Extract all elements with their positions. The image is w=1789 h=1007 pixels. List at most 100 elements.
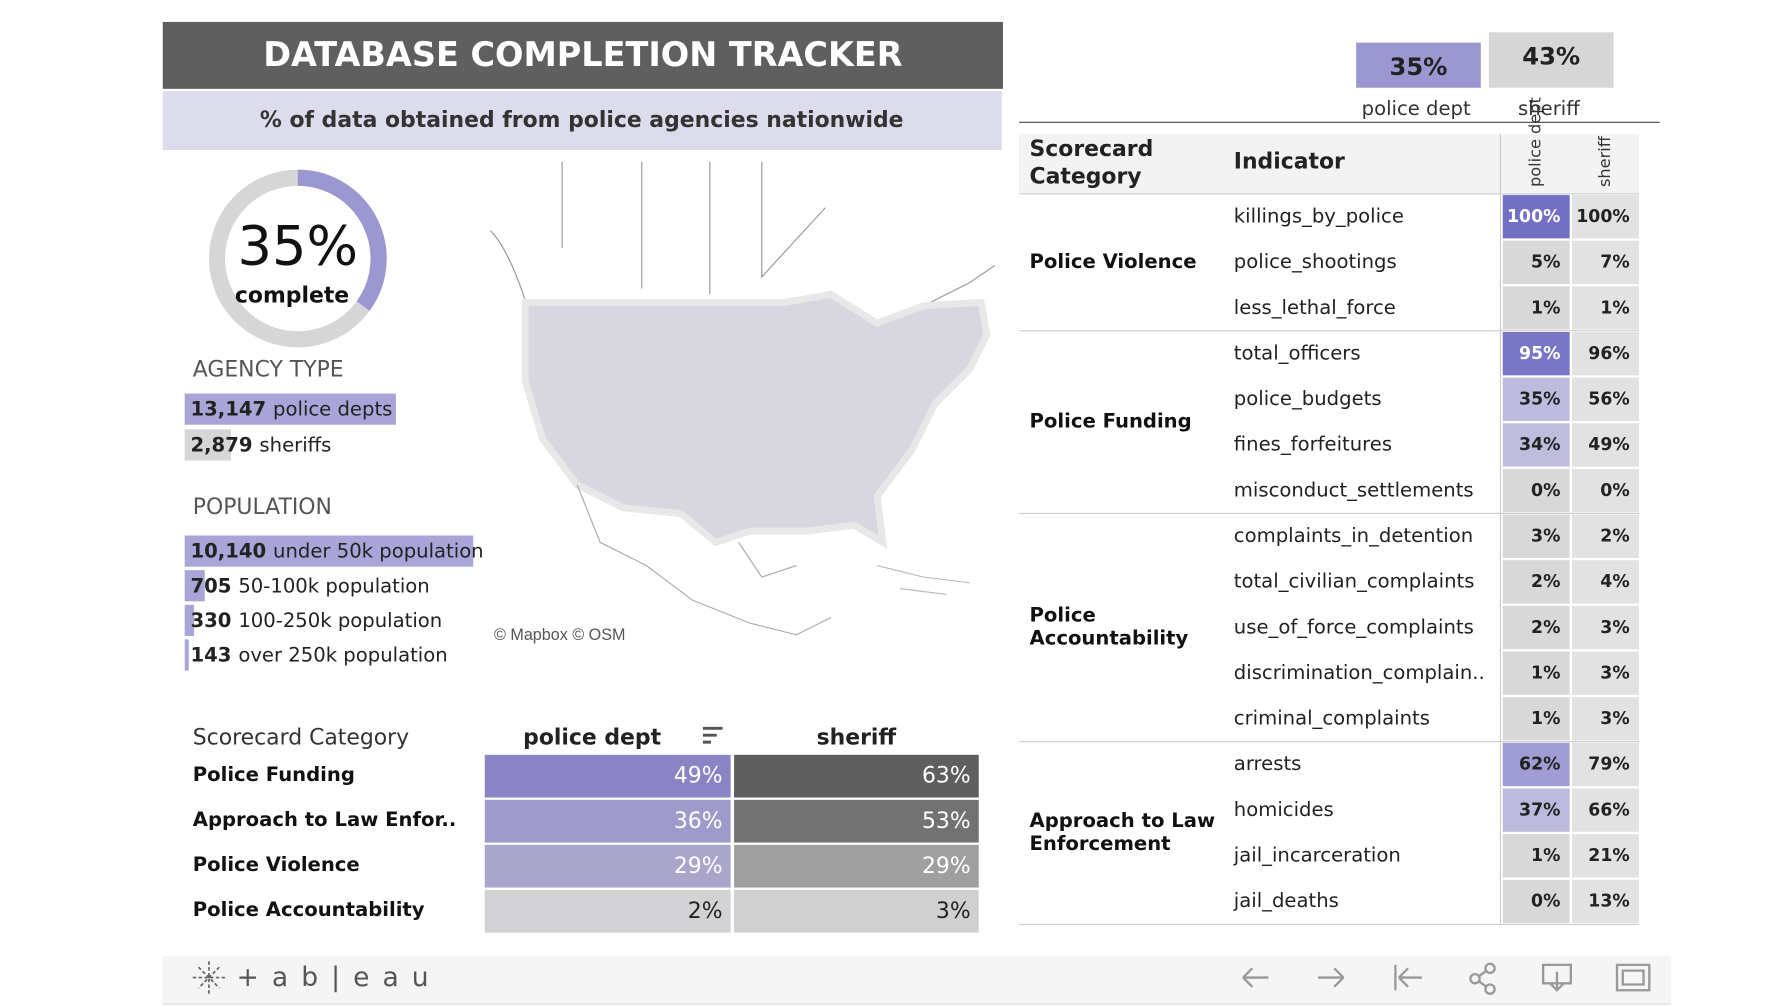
fullscreen-button[interactable]	[1615, 963, 1651, 992]
cell-value: 79%	[1588, 755, 1629, 775]
summary-value: 35%	[1389, 53, 1447, 81]
summary-bar	[1356, 42, 1481, 88]
cell-value: 34%	[1519, 435, 1560, 455]
heat-cell	[1502, 286, 1570, 330]
cell-value: 3%	[1531, 527, 1560, 547]
cell-value: 1%	[1531, 709, 1560, 729]
heat-cell	[484, 844, 731, 888]
count-text: under 50k population	[273, 539, 484, 562]
section-title: POPULATION	[193, 495, 332, 520]
heat-cell	[1571, 834, 1639, 878]
heat-cell	[1571, 514, 1639, 558]
column-header: Indicator	[1234, 150, 1345, 175]
heat-cell	[1571, 879, 1639, 924]
indicator-label: jail_incarceration	[1233, 844, 1401, 867]
heat-cell	[1571, 331, 1639, 376]
count-bar	[184, 570, 205, 602]
count-bar	[184, 393, 396, 425]
count-label: 2,879 sheriffs	[190, 433, 331, 456]
count-value: 13,147	[190, 397, 266, 420]
cell-value: 37%	[1519, 800, 1560, 820]
heat-cell	[1571, 286, 1639, 330]
count-label: 143 over 250k population	[190, 643, 447, 666]
count-bar	[184, 535, 474, 567]
heat-cell	[1502, 651, 1570, 695]
cell-value: 29%	[674, 854, 723, 879]
cell-value: 3%	[1600, 618, 1629, 638]
count-text: 100-250k population	[238, 608, 442, 631]
indicator-label: use_of_force_complaints	[1234, 615, 1474, 638]
toolbar	[162, 955, 1672, 1005]
count-bar	[184, 429, 231, 461]
heat-cell	[484, 799, 731, 843]
heat-cell	[734, 844, 979, 888]
count-value: 705	[190, 574, 231, 597]
column-header: police dept	[1526, 97, 1545, 187]
heat-cell	[734, 799, 979, 843]
indicator-label: police_budgets	[1234, 387, 1382, 410]
heat-cell	[734, 889, 979, 933]
cell-value: 100%	[1507, 207, 1560, 227]
heat-cell	[1502, 605, 1570, 650]
subtitle: % of data obtained from police agencies …	[260, 108, 904, 133]
heat-cell	[1571, 240, 1639, 285]
heat-cell	[1502, 834, 1570, 878]
cell-value: 3%	[936, 899, 971, 924]
heat-cell	[1502, 331, 1570, 376]
indicator-label: complaints_in_detention	[1234, 524, 1473, 547]
title: DATABASE COMPLETION TRACKER	[263, 35, 903, 74]
redo-button[interactable]	[1318, 967, 1345, 988]
download-button[interactable]	[1541, 963, 1572, 992]
cell-value: 29%	[922, 854, 971, 879]
heat-cell	[1571, 468, 1639, 513]
subtitle-band	[162, 91, 1002, 151]
revert-button[interactable]	[1394, 964, 1422, 991]
cell-value: 0%	[1600, 481, 1629, 501]
donut-value: 35%	[238, 214, 359, 277]
indicator-label: killings_by_police	[1234, 204, 1404, 227]
cell-value: 35%	[1519, 390, 1560, 410]
summary-value: 43%	[1522, 43, 1580, 71]
summary-name: police dept	[1362, 97, 1471, 120]
cell-value: 63%	[922, 764, 971, 789]
count-label: 10,140 under 50k population	[190, 539, 483, 562]
cell-value: 2%	[1600, 527, 1629, 547]
count-value: 143	[190, 643, 231, 666]
indicator-label: less_lethal_force	[1234, 296, 1396, 319]
undo-button[interactable]	[1242, 967, 1269, 988]
cell-value: 2%	[1531, 618, 1560, 638]
indicator-label: discrimination_complain..	[1234, 661, 1485, 684]
donut-arc	[297, 169, 387, 311]
heat-cell	[1502, 195, 1570, 239]
column-header: Scorecard	[1030, 137, 1154, 162]
count-label: 13,147 police depts	[190, 397, 392, 420]
indicator-label: total_officers	[1234, 341, 1361, 364]
indicator-label: criminal_complaints	[1234, 707, 1430, 730]
cell-value: 2%	[688, 899, 723, 924]
indicator-label: police_shootings	[1234, 250, 1397, 273]
count-bar	[184, 604, 195, 636]
sort-button[interactable]	[702, 726, 723, 744]
heat-cell	[734, 754, 979, 798]
heat-cell	[1571, 651, 1639, 695]
group-label: Police	[1030, 604, 1096, 627]
toolbar-icons	[1242, 962, 1651, 995]
group-label: Enforcement	[1030, 832, 1171, 855]
heat-cell	[1571, 423, 1639, 467]
cell-value: 1%	[1531, 846, 1560, 866]
cell-value: 1%	[1531, 298, 1560, 318]
indicator-label: arrests	[1234, 752, 1302, 775]
cell-value: 36%	[674, 809, 723, 834]
column-header: Category	[1030, 165, 1142, 190]
tableau-logo[interactable]: + a b | e a u	[237, 962, 431, 993]
share-button[interactable]	[1469, 962, 1496, 995]
donut-caption: complete	[235, 284, 349, 309]
cell-value: 7%	[1600, 253, 1629, 273]
row-label: Police Funding	[193, 763, 355, 786]
count-label: 330 100-250k population	[190, 608, 442, 631]
heat-cell	[1571, 788, 1639, 832]
cell-value: 56%	[1588, 390, 1629, 410]
count-bar	[184, 639, 189, 671]
heat-cell	[1502, 560, 1570, 604]
